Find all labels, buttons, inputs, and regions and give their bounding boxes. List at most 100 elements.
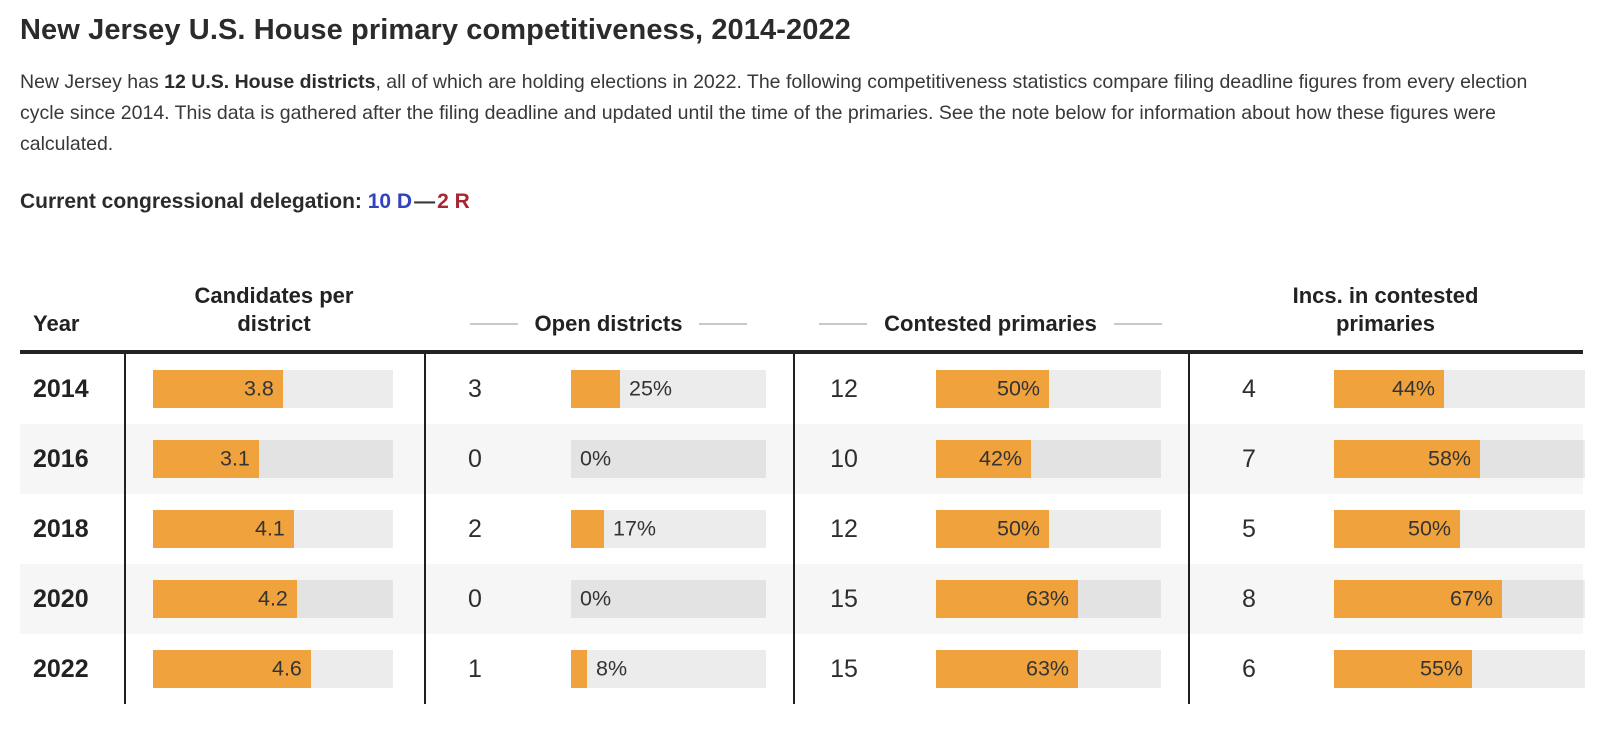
- column-header-year: Year: [33, 311, 80, 336]
- incs-in-contested-bar-track: 44%: [1334, 370, 1585, 408]
- open-districts-bar-value: 0%: [580, 586, 612, 611]
- open-districts-bar-track: 25%: [571, 370, 766, 408]
- contested-primaries-count: 15: [830, 654, 858, 683]
- intro-text-post: , all of which are holding elections in …: [20, 71, 1528, 155]
- contested-primaries-bar-fill: [936, 510, 1049, 548]
- open-districts-count: 2: [468, 514, 482, 543]
- delegation-rep-count: 2 R: [437, 190, 470, 213]
- table-row-2016: 2016 3.1 0 0% 10 42% 7 58%: [20, 424, 1585, 494]
- open-districts-bar-fill: [571, 510, 604, 548]
- open-districts-bar-track: 0%: [571, 440, 766, 478]
- header-dash-left: [469, 323, 518, 325]
- contested-primaries-bar-value: 50%: [997, 376, 1041, 401]
- candidates-bar-fill: [153, 370, 283, 408]
- open-districts-bar-value: 0%: [580, 446, 612, 471]
- incs-in-contested-cell: 5 50%: [1188, 494, 1585, 564]
- open-districts-bar-track: 8%: [571, 650, 766, 688]
- year-label: 2022: [33, 654, 89, 683]
- contested-primaries-cell: 15 63%: [793, 564, 1188, 634]
- incs-in-contested-bar-track: 67%: [1334, 580, 1585, 618]
- open-districts-cell: 1 8%: [424, 634, 793, 704]
- open-districts-bar-fill: [571, 650, 587, 688]
- incs-in-contested-bar-fill: [1334, 580, 1502, 618]
- candidates-per-district-cell: 3.8: [124, 354, 424, 424]
- open-districts-count: 1: [468, 654, 482, 683]
- contested-primaries-bar-track: 63%: [936, 580, 1161, 618]
- incs-in-contested-bar-track: 58%: [1334, 440, 1585, 478]
- table-row-2014: 2014 3.8 3 25% 12 50% 4 44%: [20, 354, 1585, 424]
- incs-in-contested-count: 8: [1242, 584, 1256, 613]
- incs-in-contested-bar-fill: [1334, 370, 1444, 408]
- incs-in-contested-count: 7: [1242, 444, 1256, 473]
- open-districts-cell: 2 17%: [424, 494, 793, 564]
- delegation-line: Current congressional delegation: 10 D—2…: [20, 190, 1600, 214]
- open-districts-bar-track: 0%: [571, 580, 766, 618]
- incs-in-contested-bar-track: 55%: [1334, 650, 1585, 688]
- column-header-candidates-per-district: Candidates per district: [194, 283, 354, 336]
- contested-primaries-count: 12: [830, 374, 858, 403]
- contested-primaries-cell: 12 50%: [793, 494, 1188, 564]
- contested-primaries-bar-value: 42%: [979, 446, 1023, 471]
- contested-primaries-bar-fill: [936, 580, 1078, 618]
- column-header-open-districts: Open districts: [424, 310, 793, 338]
- incs-in-contested-bar-value: 58%: [1428, 446, 1472, 471]
- competitiveness-table: Year Candidates per district Open distri…: [20, 258, 1585, 704]
- candidates-bar-track: 3.8: [153, 370, 393, 408]
- contested-primaries-count: 15: [830, 584, 858, 613]
- contested-primaries-count: 10: [830, 444, 858, 473]
- incs-in-contested-bar-fill: [1334, 510, 1460, 548]
- contested-primaries-bar-track: 50%: [936, 510, 1161, 548]
- open-districts-cell: 0 0%: [424, 424, 793, 494]
- year-label: 2014: [33, 374, 89, 403]
- incs-in-contested-bar-value: 44%: [1392, 376, 1436, 401]
- contested-primaries-bar-value: 63%: [1026, 586, 1070, 611]
- incs-in-contested-count: 6: [1242, 654, 1256, 683]
- incs-in-contested-cell: 4 44%: [1188, 354, 1585, 424]
- table-header-row: Year Candidates per district Open distri…: [20, 258, 1583, 354]
- incs-in-contested-count: 4: [1242, 374, 1256, 403]
- incs-in-contested-count: 5: [1242, 514, 1256, 543]
- candidates-bar-track: 3.1: [153, 440, 393, 478]
- contested-primaries-bar-track: 42%: [936, 440, 1161, 478]
- candidates-bar-fill: [153, 510, 294, 548]
- candidates-bar-value: 4.6: [272, 656, 302, 681]
- open-districts-bar-value: 17%: [613, 516, 657, 541]
- contested-primaries-bar-fill: [936, 440, 1031, 478]
- incs-in-contested-bar-value: 67%: [1450, 586, 1494, 611]
- candidates-per-district-cell: 4.2: [124, 564, 424, 634]
- header-dash-left: [819, 323, 868, 325]
- page-title: New Jersey U.S. House primary competitiv…: [20, 14, 851, 46]
- header-dash-right: [1113, 323, 1162, 325]
- intro-text-bold: 12 U.S. House districts: [164, 71, 376, 93]
- contested-primaries-cell: 10 42%: [793, 424, 1188, 494]
- contested-primaries-bar-fill: [936, 650, 1078, 688]
- contested-primaries-bar-value: 63%: [1026, 656, 1070, 681]
- open-districts-bar-value: 25%: [629, 376, 673, 401]
- candidates-bar-value: 4.2: [258, 586, 288, 611]
- year-label: 2020: [33, 584, 89, 613]
- open-districts-cell: 3 25%: [424, 354, 793, 424]
- contested-primaries-bar-track: 50%: [936, 370, 1161, 408]
- open-districts-bar-value: 8%: [596, 656, 628, 681]
- open-districts-bar-track: 17%: [571, 510, 766, 548]
- candidates-bar-track: 4.1: [153, 510, 393, 548]
- incs-in-contested-bar-track: 50%: [1334, 510, 1585, 548]
- contested-primaries-cell: 15 63%: [793, 634, 1188, 704]
- open-districts-count: 0: [468, 444, 482, 473]
- candidates-bar-fill: [153, 650, 311, 688]
- contested-primaries-count: 12: [830, 514, 858, 543]
- candidates-bar-value: 3.8: [244, 376, 274, 401]
- incs-in-contested-cell: 6 55%: [1188, 634, 1585, 704]
- candidates-bar-value: 3.1: [220, 446, 250, 471]
- incs-in-contested-bar-value: 55%: [1420, 656, 1464, 681]
- candidates-bar-value: 4.1: [255, 516, 285, 541]
- delegation-separator: —: [414, 190, 436, 213]
- intro-text-pre: New Jersey has: [20, 71, 165, 93]
- candidates-per-district-cell: 3.1: [124, 424, 424, 494]
- incs-in-contested-cell: 8 67%: [1188, 564, 1585, 634]
- candidates-bar-track: 4.2: [153, 580, 393, 618]
- open-districts-count: 3: [468, 374, 482, 403]
- table-row-2020: 2020 4.2 0 0% 15 63% 8 67%: [20, 564, 1585, 634]
- year-label: 2018: [33, 514, 89, 543]
